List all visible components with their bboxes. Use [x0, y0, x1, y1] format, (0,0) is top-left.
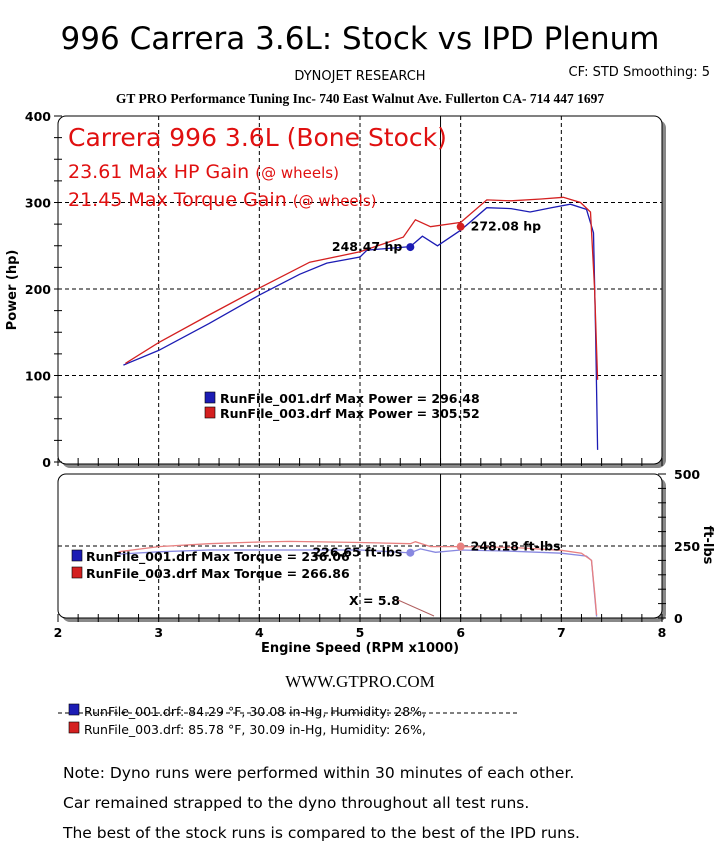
- note-2: Car remained strapped to the dyno throug…: [63, 794, 529, 812]
- axis-ticks: 0 100 200 300 400 0 250 500 2 3 4 5 6 7 8: [25, 109, 700, 640]
- torque-axis-label: ft-lbs: [700, 526, 715, 565]
- curves: [118, 196, 599, 617]
- legend-power-run001: RunFile_001.drf Max Power = 296.48: [220, 391, 480, 407]
- x-tick-label: 7: [557, 625, 566, 640]
- curve-runfile_003-drf: [125, 196, 599, 380]
- weather-run001: RunFile_001.drf: 84.29 °F, 30.08 in-Hg, …: [84, 704, 426, 719]
- y-tick-label: 500: [674, 467, 700, 482]
- legend-swatch-run001-torque: [71, 549, 83, 562]
- y-tick-label: 0: [42, 455, 51, 470]
- cursor-label: X = 5.8: [349, 593, 400, 608]
- cf-smoothing: CF: STD Smoothing: 5: [569, 65, 710, 80]
- power-axis-label: Power (hp): [5, 250, 20, 331]
- x-tick-label: 5: [356, 625, 365, 640]
- marker-point: [456, 542, 465, 551]
- website: WWW.GTPRO.COM: [285, 672, 435, 691]
- marker-label-hp-run003: 272.08 hp: [471, 219, 541, 234]
- marker-label-tq-run003: 248.18 ft-lbs: [471, 539, 561, 554]
- x-tick-label: 4: [255, 625, 264, 640]
- y-tick-label: 200: [25, 282, 51, 297]
- x-tick-label: 6: [456, 625, 465, 640]
- legend-torque-run001: RunFile_001.drf Max Torque = 236.06: [86, 549, 350, 565]
- y-tick-label: 0: [674, 611, 683, 626]
- marker-label-tq-run001: 226.65 ft-lbs: [312, 545, 402, 560]
- hp-gain-main: 23.61 Max HP Gain: [68, 161, 255, 183]
- x-tick-label: 8: [658, 625, 667, 640]
- y-tick-label: 250: [674, 539, 700, 554]
- weather-run003: RunFile_003.drf: 85.78 °F, 30.09 in-Hg, …: [84, 722, 426, 737]
- legend-power-run003: RunFile_003.drf Max Power = 305.52: [220, 406, 480, 422]
- note-1: Note: Dyno runs were performed within 30…: [63, 764, 574, 782]
- marker-label-hp-run001: 248.47 hp: [332, 239, 402, 254]
- weather-swatch-run003: [68, 721, 80, 734]
- cursor-label-leader: [397, 599, 435, 617]
- legend-swatch-run003: [204, 406, 216, 419]
- legend-swatch-run001: [204, 391, 216, 404]
- hp-gain-sub: (@ wheels): [255, 164, 339, 182]
- note-3: The best of the stock runs is compared t…: [62, 824, 580, 842]
- rpm-axis-label: Engine Speed (RPM x1000): [261, 641, 459, 656]
- x-tick-label: 3: [154, 625, 163, 640]
- y-tick-label: 300: [25, 196, 51, 211]
- weather-swatch-run001: [68, 703, 80, 716]
- torque-gain-sub: (@ wheels): [293, 192, 377, 210]
- x-tick-label: 2: [54, 625, 63, 640]
- dynojet-header: DYNOJET RESEARCH: [294, 69, 425, 84]
- chart-title: 996 Carrera 3.6L: Stock vs IPD Plenum: [61, 21, 660, 57]
- marker-point: [456, 222, 465, 231]
- y-tick-label: 400: [25, 109, 51, 124]
- shop-info: GT PRO Performance Tuning Inc- 740 East …: [116, 91, 605, 106]
- marker-point: [406, 243, 415, 252]
- curve-runfile_003-drf: [118, 540, 598, 616]
- legend-torque-run003: RunFile_003.drf Max Torque = 266.86: [86, 566, 350, 582]
- legend-swatch-run003-torque: [71, 566, 83, 579]
- annotation-bone-stock: Carrera 996 3.6L (Bone Stock): [68, 123, 447, 152]
- annotation-hp-gain: 23.61 Max HP Gain (@ wheels): [68, 161, 339, 183]
- y-tick-label: 100: [25, 369, 51, 384]
- torque-gain-main: 21.45 Max Torque Gain: [68, 189, 293, 211]
- curve-runfile_001-drf: [123, 203, 599, 450]
- markers: [406, 222, 465, 557]
- marker-point: [406, 548, 415, 557]
- annotation-torque-gain: 21.45 Max Torque Gain (@ wheels): [68, 189, 376, 211]
